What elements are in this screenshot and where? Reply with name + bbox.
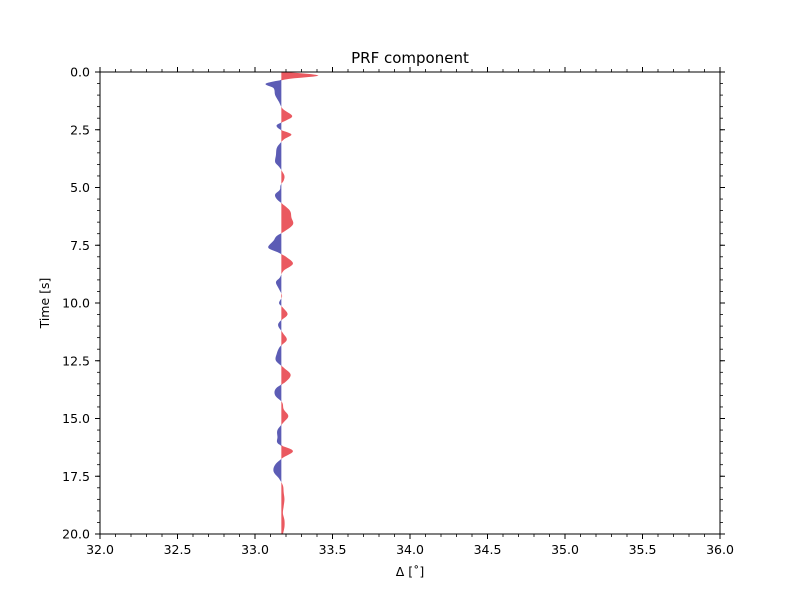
x-tick-label: 32.0: [86, 542, 114, 557]
y-tick-label: 12.5: [62, 353, 90, 368]
trace-group: [265, 72, 319, 534]
x-tick-label: 34.0: [396, 542, 424, 557]
y-tick-label: 17.5: [62, 469, 90, 484]
positive-fill-area: [281, 72, 319, 534]
x-tick-label: 36.0: [706, 542, 734, 557]
x-tick-label: 32.5: [164, 542, 192, 557]
x-axis-label: Δ [˚]: [396, 564, 425, 579]
x-tick-label: 34.5: [474, 542, 502, 557]
y-tick-label: 10.0: [62, 296, 90, 311]
y-tick-label: 5.0: [70, 180, 90, 195]
y-tick-label: 2.5: [70, 122, 90, 137]
chart-title: PRF component: [351, 49, 469, 67]
plot-background: [100, 72, 720, 534]
axes-group: 32.0 32.5 33.0 33.5 34.0 34.5 35.0 35.5 36.0 0.0 2…: [62, 65, 734, 558]
y-tick-label: 7.5: [70, 238, 90, 253]
x-tick-label: 35.0: [551, 542, 579, 557]
y-tick-label: 20.0: [62, 527, 90, 542]
y-tick-label: 0.0: [70, 65, 90, 80]
plot-area: [100, 72, 720, 534]
y-tick-label: 15.0: [62, 411, 90, 426]
x-tick-label: 35.5: [629, 542, 657, 557]
x-tick-label: 33.0: [241, 542, 269, 557]
y-axis-label: Time [s]: [37, 278, 52, 330]
x-tick-label: 33.5: [319, 542, 347, 557]
